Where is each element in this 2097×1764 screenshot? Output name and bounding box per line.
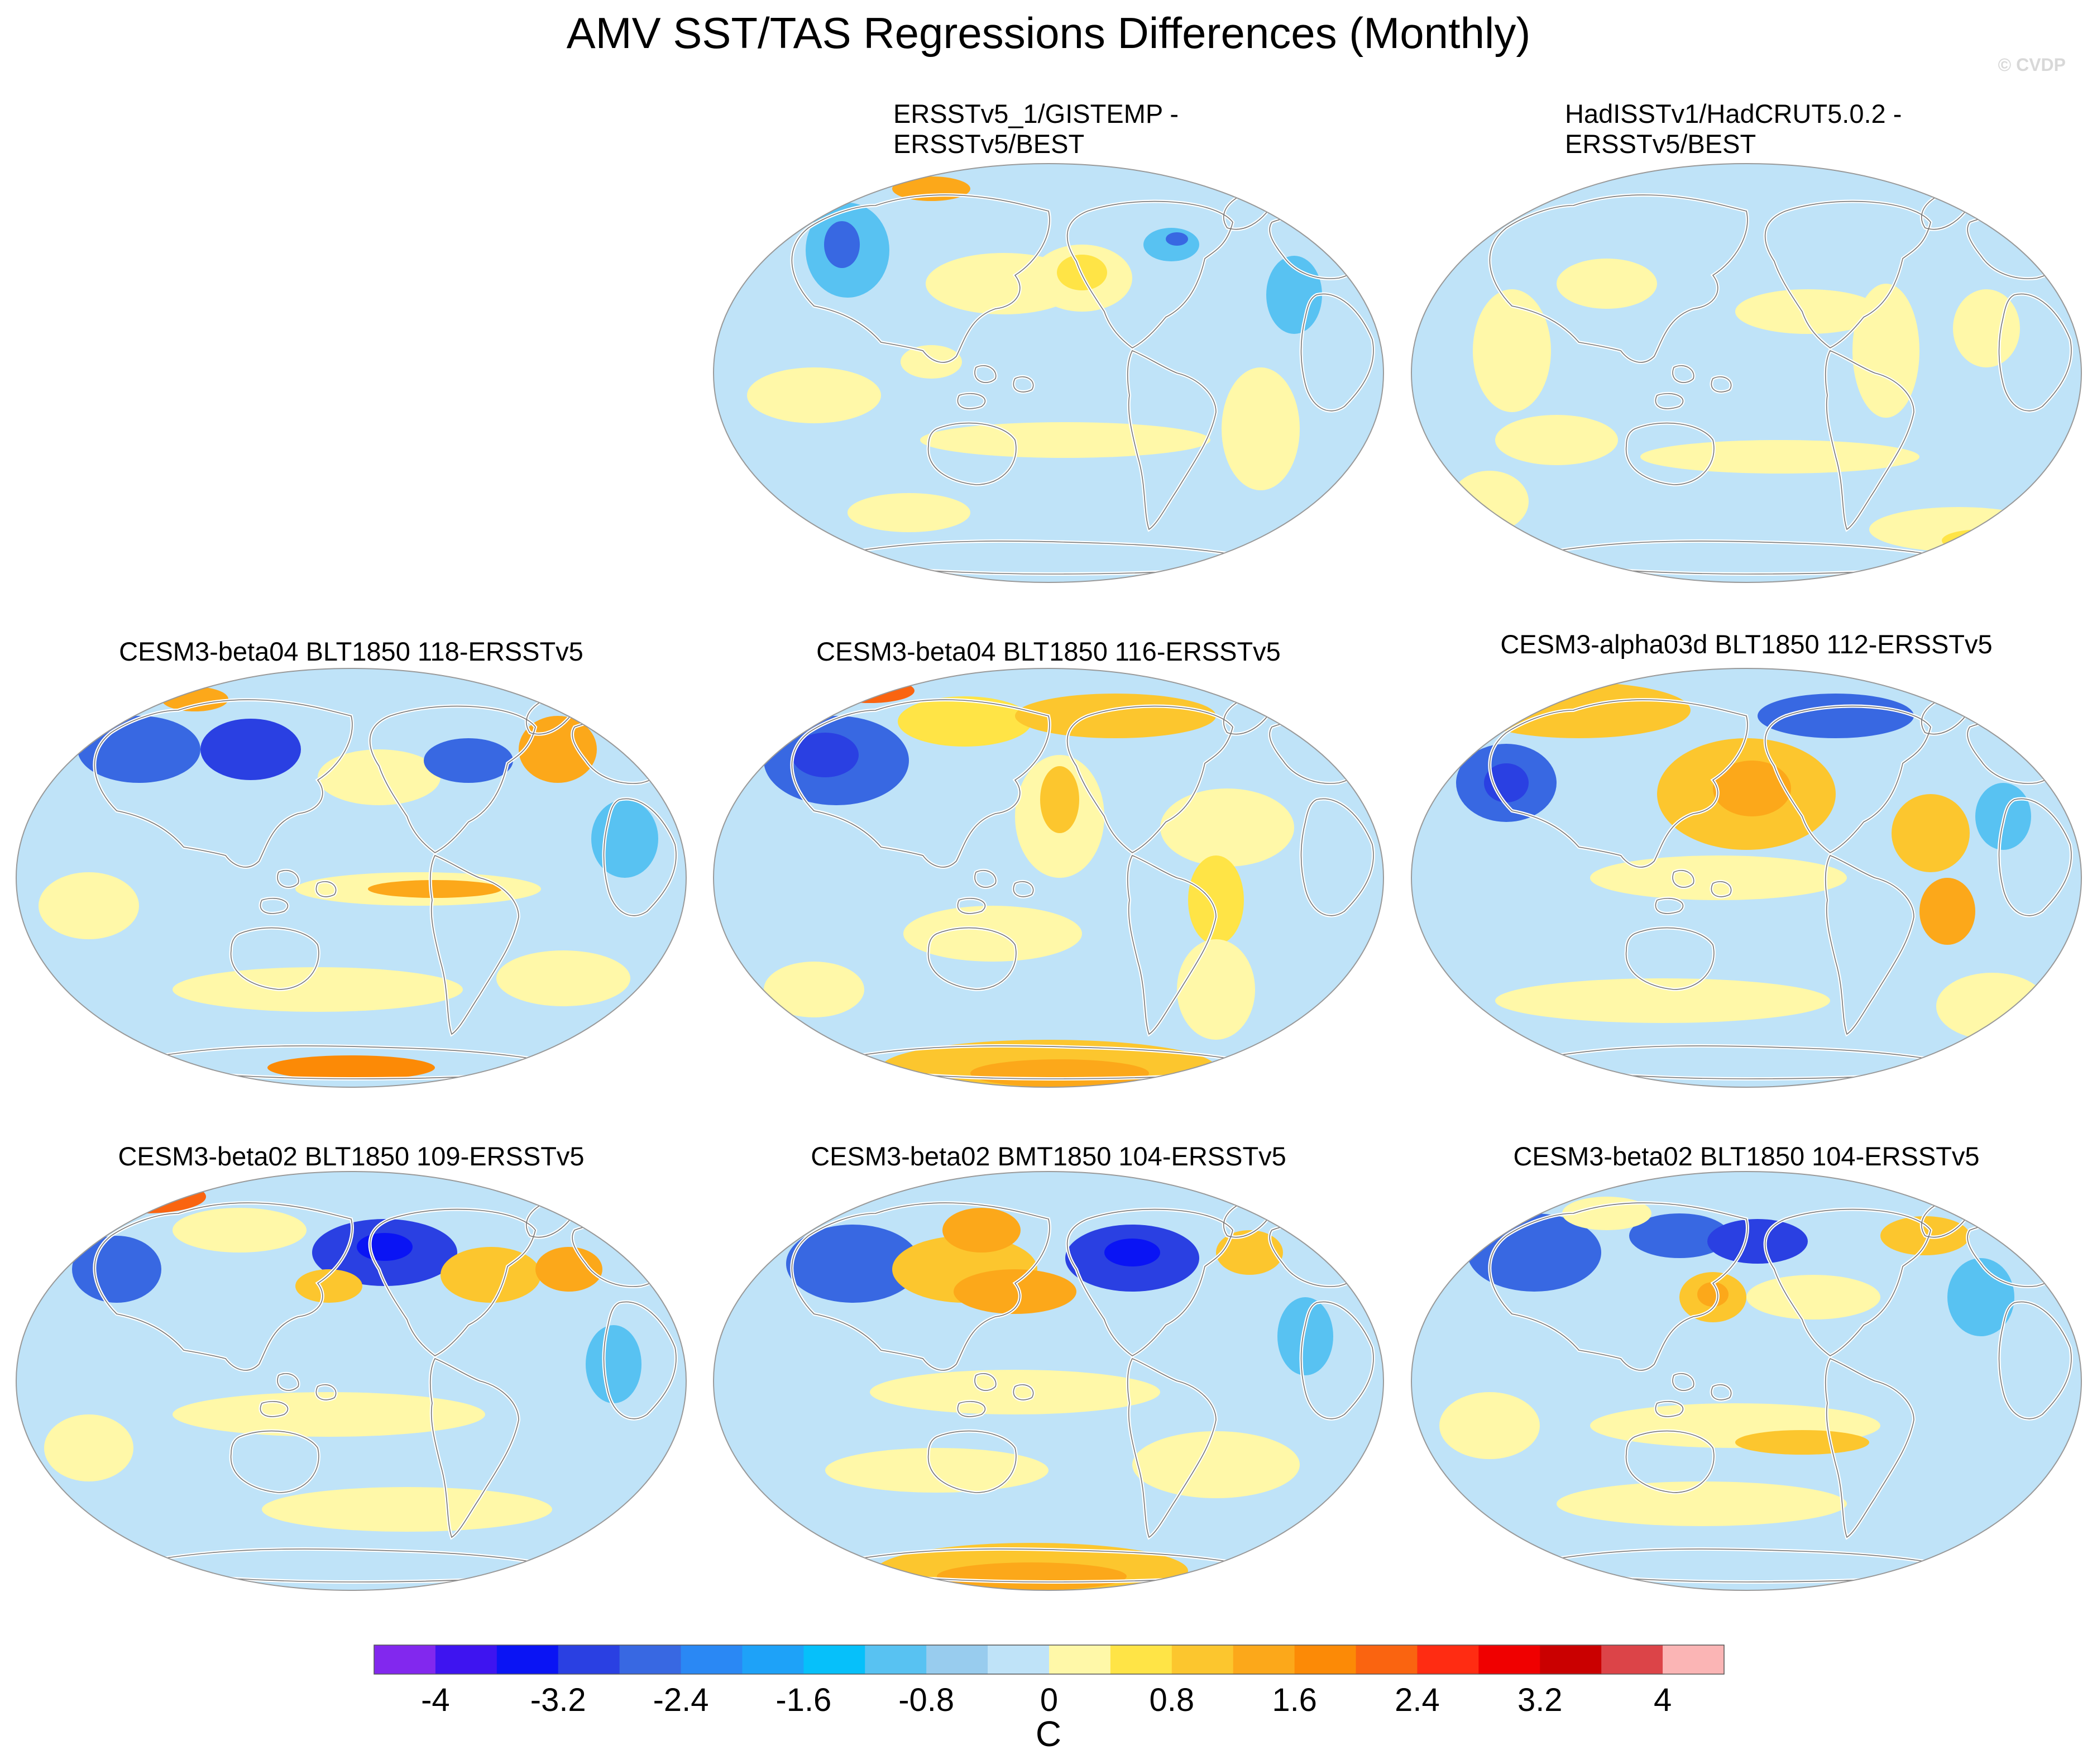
map-panel-p3 [1410, 162, 2082, 584]
map-panel-p2 [712, 162, 1385, 584]
colorbar-tick-label: 1.6 [1272, 1682, 1317, 1718]
colorbar-tick-label: 3.2 [1517, 1682, 1563, 1718]
colorbar-frame [374, 1645, 1725, 1675]
colorbar-swatch [681, 1645, 743, 1674]
panel-title-p2-line2: ERSSTv5/BEST [893, 129, 1084, 159]
map-panel-p5 [712, 667, 1385, 1088]
map-panel-p6 [1410, 667, 2082, 1088]
colorbar-swatch [803, 1645, 865, 1674]
colorbar-tick-label: 0.8 [1149, 1682, 1194, 1718]
colorbar-swatch [435, 1645, 497, 1674]
figure-title: AMV SST/TAS Regressions Differences (Mon… [567, 8, 1531, 58]
colorbar-swatch [742, 1645, 804, 1674]
colorbar-swatch [374, 1645, 436, 1674]
panel-title-p6: CESM3-alpha03d BLT1850 112-ERSSTv5 [1500, 629, 1992, 659]
colorbar-tick-label: 0 [1040, 1682, 1058, 1718]
colorbar-swatch [1049, 1645, 1111, 1674]
colorbar-unit-label: C [1036, 1714, 1061, 1754]
colorbar-tick-label: -0.8 [898, 1682, 954, 1718]
colorbar-tick-label: 4 [1654, 1682, 1672, 1718]
colorbar-swatch [1233, 1645, 1295, 1674]
colorbar-swatch [558, 1645, 620, 1674]
colorbar-swatch [1601, 1645, 1663, 1674]
colorbar-swatch [926, 1645, 988, 1674]
colorbar-tick-label: 2.4 [1395, 1682, 1440, 1718]
colorbar-swatch [1171, 1645, 1234, 1674]
panel-title-p5: CESM3-beta04 BLT1850 116-ERSSTv5 [816, 637, 1281, 666]
map-panel-p4 [15, 667, 687, 1088]
panel-title-p2-line1: ERSSTv5_1/GISTEMP - [893, 99, 1179, 128]
colorbar-swatch [1478, 1645, 1540, 1674]
panel-title-p4: CESM3-beta04 BLT1850 118-ERSSTv5 [119, 637, 583, 666]
panel-title-p3-line2: ERSSTv5/BEST [1565, 129, 1756, 159]
colorbar-tick-labels: -4 -3.2 -2.4 -1.6 -0.8 0 0.8 1.6 2.4 3.2 4 [421, 1682, 1672, 1718]
cvdp-watermark: © CVDP [1998, 55, 2066, 75]
panel-title-p7: CESM3-beta02 BLT1850 109-ERSSTv5 [118, 1141, 584, 1171]
colorbar-swatch [1294, 1645, 1357, 1674]
colorbar-swatch [865, 1645, 927, 1674]
colorbar-swatch [1663, 1645, 1725, 1674]
colorbar-swatch [496, 1645, 559, 1674]
colorbar-swatch [1417, 1645, 1479, 1674]
panel-title-p9: CESM3-beta02 BLT1850 104-ERSSTv5 [1513, 1141, 1979, 1171]
colorbar-swatch [1540, 1645, 1602, 1674]
colorbar-swatch [988, 1645, 1050, 1674]
colorbar-swatch [619, 1645, 682, 1674]
colorbar-tick-label: -4 [421, 1682, 450, 1718]
colorbar-swatch [1110, 1645, 1172, 1674]
colorbar-tick-label: -2.4 [653, 1682, 709, 1718]
panel-title-p8: CESM3-beta02 BMT1850 104-ERSSTv5 [811, 1141, 1286, 1171]
colorbar-swatch [1356, 1645, 1418, 1674]
map-panel-p8 [712, 1170, 1385, 1591]
colorbar-tick-label: -1.6 [775, 1682, 831, 1718]
map-panel-p7 [15, 1170, 687, 1591]
colorbar-tick-label: -3.2 [530, 1682, 586, 1718]
panel-title-p3-line1: HadISSTv1/HadCRUT5.0.2 - [1565, 99, 1902, 128]
colorbar [374, 1645, 1725, 1675]
map-panel-p9 [1410, 1170, 2082, 1591]
